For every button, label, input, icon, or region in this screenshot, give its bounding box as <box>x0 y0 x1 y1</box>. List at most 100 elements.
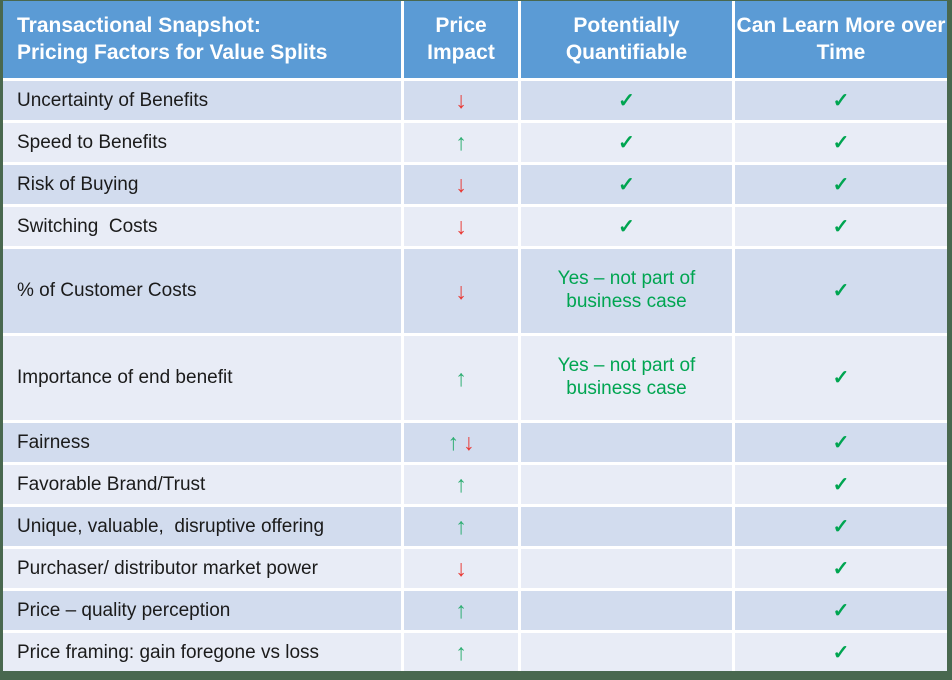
learn-more-cell: ✓ <box>735 81 947 120</box>
quantifiable-cell: Yes – not part of business case <box>521 249 732 333</box>
check-icon: ✓ <box>832 641 850 664</box>
price-impact-cell: ↓ <box>404 207 518 246</box>
check-icon: ✓ <box>618 215 635 238</box>
up-arrow-icon: ↑ <box>455 364 467 391</box>
quantifiable-cell: ✓ <box>521 207 732 246</box>
table-row: Risk of Buying ↓ ✓ ✓ <box>3 165 947 204</box>
table-row: Favorable Brand/Trust ↑ ✓ <box>3 465 947 504</box>
factor-label: Price framing: gain foregone vs loss <box>17 641 320 663</box>
table-grid: Transactional Snapshot: Pricing Factors … <box>3 1 947 671</box>
factor-cell: Price framing: gain foregone vs loss <box>3 633 401 671</box>
quantifiable-note: Yes – not part of business case <box>557 268 696 312</box>
factor-label: Risk of Buying <box>17 173 139 195</box>
learn-more-cell: ✓ <box>735 249 947 333</box>
factor-cell: Favorable Brand/Trust <box>3 465 401 504</box>
factor-cell: % of Customer Costs <box>3 249 401 333</box>
learn-more-cell: ✓ <box>735 207 947 246</box>
table-header-row: Transactional Snapshot: Pricing Factors … <box>3 1 947 78</box>
header-price-impact: Price Impact <box>404 1 518 78</box>
learn-more-cell: ✓ <box>735 465 947 504</box>
factor-cell: Uncertainty of Benefits <box>3 81 401 120</box>
table-row: Fairness ↑ ↓ ✓ <box>3 423 947 462</box>
learn-more-cell: ✓ <box>735 507 947 546</box>
learn-more-cell: ✓ <box>735 549 947 588</box>
check-icon: ✓ <box>832 599 850 622</box>
up-arrow-icon: ↑ <box>455 471 467 497</box>
check-icon: ✓ <box>618 89 635 112</box>
factor-cell: Fairness <box>3 423 401 462</box>
check-icon: ✓ <box>832 515 850 538</box>
factor-cell: Importance of end benefit <box>3 336 401 420</box>
price-impact-cell: ↓ <box>404 249 518 333</box>
down-arrow-icon: ↓ <box>455 87 467 113</box>
header-potentially-quantifiable: Potentially Quantifiable <box>521 1 732 78</box>
table-row: Price – quality perception ↑ ✓ <box>3 591 947 630</box>
quantifiable-cell <box>521 591 732 630</box>
factor-label: Importance of end benefit <box>17 367 233 388</box>
factor-cell: Risk of Buying <box>3 165 401 204</box>
header-factor: Transactional Snapshot: Pricing Factors … <box>3 1 401 78</box>
factor-label: % of Customer Costs <box>17 280 197 301</box>
price-impact-cell: ↑ <box>404 633 518 671</box>
factor-label: Speed to Benefits <box>17 131 167 153</box>
quantifiable-cell <box>521 465 732 504</box>
check-icon: ✓ <box>832 215 850 238</box>
up-arrow-icon: ↑ <box>455 597 467 623</box>
quantifiable-cell: ✓ <box>521 81 732 120</box>
quantifiable-cell <box>521 423 732 462</box>
quantifiable-cell: Yes – not part of business case <box>521 336 732 420</box>
price-impact-cell: ↓ <box>404 81 518 120</box>
header-can-learn-more: Can Learn More over Time <box>735 1 947 78</box>
price-impact-cell: ↓ <box>404 165 518 204</box>
table-row: Switching Costs ↓ ✓ ✓ <box>3 207 947 246</box>
check-icon: ✓ <box>832 557 850 580</box>
check-icon: ✓ <box>832 431 850 454</box>
check-icon: ✓ <box>618 131 635 154</box>
price-impact-cell: ↑ ↓ <box>404 423 518 462</box>
check-icon: ✓ <box>832 473 850 496</box>
check-icon: ✓ <box>832 280 850 302</box>
learn-more-cell: ✓ <box>735 633 947 671</box>
learn-more-cell: ✓ <box>735 591 947 630</box>
up-arrow-icon: ↑ <box>455 513 467 539</box>
factor-label: Purchaser/ distributor market power <box>17 557 318 579</box>
check-icon: ✓ <box>832 131 850 154</box>
table-row: % of Customer Costs ↓ Yes – not part of bu… <box>3 249 947 333</box>
up-arrow-icon: ↑ <box>447 429 460 455</box>
learn-more-cell: ✓ <box>735 336 947 420</box>
table-row: Speed to Benefits ↑ ✓ ✓ <box>3 123 947 162</box>
quantifiable-cell <box>521 507 732 546</box>
check-icon: ✓ <box>832 173 850 196</box>
down-arrow-icon: ↓ <box>455 213 467 239</box>
table-row: Unique, valuable, disruptive offering ↑ ✓ <box>3 507 947 546</box>
price-impact-cell: ↓ <box>404 549 518 588</box>
quantifiable-cell <box>521 633 732 671</box>
factor-label: Unique, valuable, disruptive offering <box>17 515 325 537</box>
down-arrow-icon: ↓ <box>455 171 467 197</box>
learn-more-cell: ✓ <box>735 165 947 204</box>
quantifiable-cell <box>521 549 732 588</box>
table-row: Uncertainty of Benefits ↓ ✓ ✓ <box>3 81 947 120</box>
factor-label: Fairness <box>17 431 90 453</box>
factor-cell: Purchaser/ distributor market power <box>3 549 401 588</box>
check-icon: ✓ <box>832 367 850 389</box>
price-impact-cell: ↑ <box>404 336 518 420</box>
quantifiable-cell: ✓ <box>521 165 732 204</box>
factor-cell: Price – quality perception <box>3 591 401 630</box>
quantifiable-note: Yes – not part of business case <box>557 355 696 399</box>
quantifiable-cell: ✓ <box>521 123 732 162</box>
down-arrow-icon: ↓ <box>455 555 467 581</box>
table-row: Price framing: gain foregone vs loss ↑ ✓ <box>3 633 947 671</box>
price-impact-cell: ↑ <box>404 123 518 162</box>
price-impact-cell: ↑ <box>404 591 518 630</box>
price-impact-cell: ↑ <box>404 507 518 546</box>
factor-label: Price – quality perception <box>17 599 231 621</box>
factor-cell: Switching Costs <box>3 207 401 246</box>
check-icon: ✓ <box>832 89 850 112</box>
factor-label: Uncertainty of Benefits <box>17 89 209 111</box>
factor-cell: Unique, valuable, disruptive offering <box>3 507 401 546</box>
factor-cell: Speed to Benefits <box>3 123 401 162</box>
factor-label: Favorable Brand/Trust <box>17 473 206 495</box>
up-arrow-icon: ↑ <box>455 129 467 155</box>
